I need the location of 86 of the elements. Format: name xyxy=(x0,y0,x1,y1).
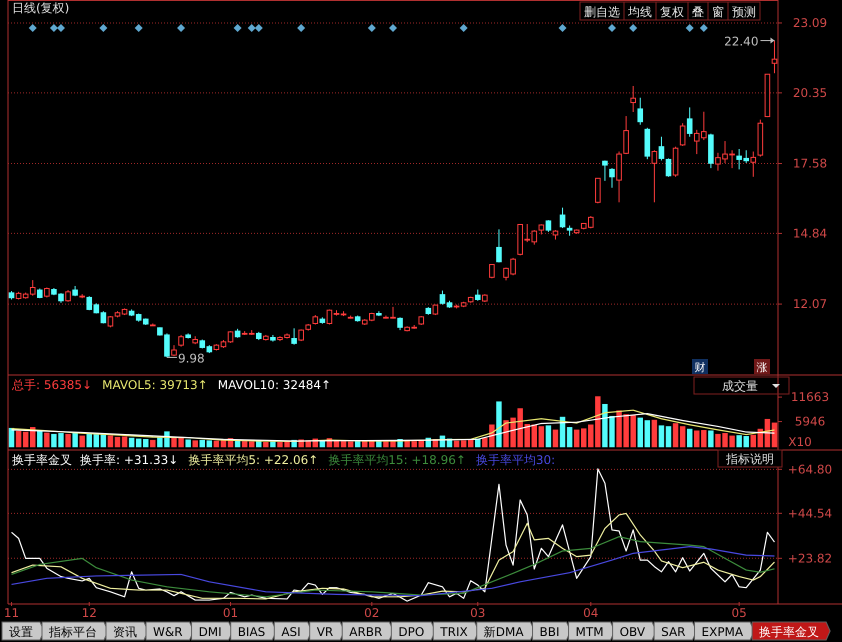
bar xyxy=(354,441,360,448)
bar xyxy=(263,442,269,448)
bar xyxy=(652,420,658,448)
x-tick-label: 11 xyxy=(4,606,20,620)
bar xyxy=(79,436,85,448)
y-tick-label: 20.35 xyxy=(792,86,828,100)
text: 总手: 56385↓ xyxy=(11,378,92,392)
bar xyxy=(552,430,558,448)
text: MTM xyxy=(576,625,604,639)
x-tick-label: 02 xyxy=(364,606,380,620)
text: 换手率平均15: +18.96↑ xyxy=(328,453,466,467)
text: TRIX xyxy=(439,625,468,639)
x-tick-label: 12 xyxy=(82,606,97,620)
y-tick-label: +23.82 xyxy=(788,551,832,566)
bar xyxy=(8,428,14,448)
y-tick-label: 12.07 xyxy=(792,297,828,312)
bar xyxy=(72,432,78,448)
x-tick-label: 05 xyxy=(732,606,747,620)
y-tick-label: 17.58 xyxy=(792,156,828,171)
x-tick-label: 01 xyxy=(222,606,238,620)
text: DPO xyxy=(398,625,424,639)
bar xyxy=(475,438,480,448)
text: BBI xyxy=(540,625,560,639)
annotation: 复权 xyxy=(660,5,684,19)
text: EXPMA xyxy=(702,625,744,639)
text: BIAS xyxy=(238,625,266,639)
y-tick-label: 11663 xyxy=(790,390,830,404)
text: 换手率平均30: xyxy=(476,453,556,467)
text: 换手率平均5: +22.06↑ xyxy=(188,453,318,467)
text: ASI xyxy=(281,625,301,639)
text: MAVOL5: 39713↑ xyxy=(102,378,208,392)
candlestick xyxy=(772,40,778,74)
text: 新DMA xyxy=(484,625,524,639)
text: 指标平台 xyxy=(48,625,97,639)
text: VR xyxy=(316,625,334,639)
annotation: 均线 xyxy=(627,5,652,19)
bar xyxy=(37,430,43,448)
candlestick xyxy=(566,225,572,236)
text: DMI xyxy=(198,625,222,639)
text: OBV xyxy=(620,625,646,639)
candlestick xyxy=(750,151,756,178)
text: MAVOL10: 32484↑ xyxy=(218,378,332,392)
annotation: 删自选 xyxy=(584,5,620,19)
annotation: 窗 xyxy=(712,5,724,19)
y-tick-label: 23.09 xyxy=(792,16,828,30)
bar xyxy=(65,434,71,448)
line-series xyxy=(10,546,776,596)
line-series xyxy=(10,536,776,598)
text: 设置 xyxy=(9,625,33,639)
line-series xyxy=(10,468,776,602)
bar xyxy=(44,432,50,448)
annotation: 22.40 xyxy=(724,34,758,49)
annotation: 9.98 xyxy=(178,351,205,366)
y-tick-label: 14.84 xyxy=(792,226,828,240)
y-tick-label: +44.54 xyxy=(788,506,832,520)
bar xyxy=(496,401,502,448)
y-tick-label: 5946 xyxy=(794,414,826,429)
bar xyxy=(185,439,191,448)
text: W&R xyxy=(153,625,183,639)
text: 换手率金叉 xyxy=(759,625,820,639)
annotation: 指标说明 xyxy=(725,452,774,466)
chart-title: 日线(复权) xyxy=(12,1,70,15)
text: ARBR xyxy=(349,625,382,639)
bar xyxy=(192,440,198,448)
line-series xyxy=(10,512,776,600)
text: 资讯 xyxy=(113,625,137,639)
text: SAR xyxy=(661,625,686,639)
annotation: 涨 xyxy=(756,361,768,374)
bar xyxy=(150,440,156,448)
y-tick-label: +64.80 xyxy=(788,462,832,476)
bar xyxy=(546,425,552,448)
candlestick xyxy=(630,85,636,112)
bar xyxy=(686,428,692,448)
text: 换手率: +31.33↓ xyxy=(80,453,178,467)
x-tick-label: 04 xyxy=(583,606,598,620)
annotation: 成交量 xyxy=(722,379,758,393)
annotation: 预测 xyxy=(732,5,756,19)
text: X10 xyxy=(788,435,812,449)
bar xyxy=(256,441,262,448)
chart-title: 换手率金叉 xyxy=(12,453,72,467)
bar xyxy=(270,442,276,448)
annotation: 叠 xyxy=(692,5,704,19)
x-tick-label: 03 xyxy=(470,606,486,620)
bar xyxy=(376,441,382,448)
annotation: 财 xyxy=(694,361,706,374)
bar xyxy=(708,430,714,448)
